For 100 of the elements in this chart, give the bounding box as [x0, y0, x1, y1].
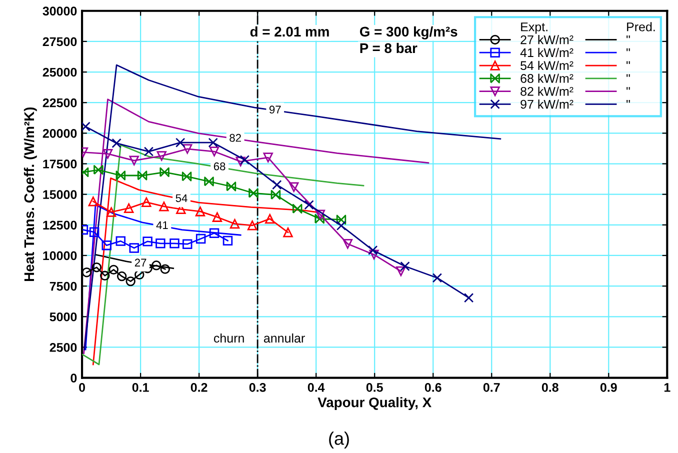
- point: [240, 154, 250, 165]
- point: [170, 238, 180, 248]
- point: [116, 170, 126, 180]
- text: Expt.: [521, 22, 548, 34]
- point: [182, 144, 192, 154]
- y-tick-label: 17500: [43, 160, 77, 168]
- x-tick-label: 0.1: [132, 382, 149, 392]
- y-tick-label: 20000: [42, 128, 77, 138]
- point: [182, 239, 192, 249]
- annotation: churn: [214, 333, 244, 343]
- point: [100, 270, 110, 281]
- x-tick-label: 0.2: [190, 382, 208, 392]
- x-tick-label: 0.4: [308, 382, 325, 392]
- text: (a): [329, 432, 349, 448]
- x-tick-label: 0.6: [424, 382, 442, 392]
- y-tick-label: 0: [70, 374, 77, 382]
- point: [156, 151, 166, 161]
- annotation: 41: [156, 221, 168, 230]
- point: [159, 202, 169, 212]
- point: [137, 170, 148, 180]
- point: [369, 250, 379, 260]
- y-tick-label: 27500: [42, 37, 77, 46]
- legend-label: ": [626, 35, 630, 38]
- point: [204, 176, 214, 186]
- point: [106, 207, 116, 217]
- y-tick-label: 12500: [43, 220, 77, 230]
- point: [222, 236, 233, 246]
- point: [126, 276, 136, 286]
- point: [108, 264, 118, 275]
- point: [283, 228, 293, 238]
- point: [142, 197, 152, 208]
- point: [464, 292, 474, 303]
- point: [230, 218, 240, 229]
- point: [209, 146, 220, 156]
- point: [116, 271, 127, 282]
- point: [160, 167, 170, 178]
- point: [102, 148, 113, 159]
- y-tick-label: 5000: [50, 312, 77, 322]
- x-tick-label: 0.5: [366, 382, 383, 392]
- point: [226, 182, 236, 192]
- point: [212, 212, 222, 222]
- point: [92, 262, 102, 272]
- y-tick-label: 22500: [42, 98, 77, 108]
- x-tick-label: 0: [79, 382, 85, 392]
- point: [196, 234, 206, 244]
- x-tick-label: 0.3: [249, 382, 266, 392]
- point: [368, 245, 378, 256]
- legend-label: 41 kW/m²: [520, 48, 574, 58]
- point: [247, 220, 258, 230]
- point: [156, 238, 166, 248]
- x-tick-label: 1: [664, 383, 670, 392]
- annotation: 68: [214, 162, 226, 170]
- point: [236, 156, 246, 166]
- point: [88, 196, 98, 206]
- point: [265, 214, 275, 224]
- point: [195, 206, 206, 216]
- point: [272, 180, 282, 190]
- line-series: [82, 144, 364, 366]
- legend-label: ": [626, 48, 630, 52]
- annotation: G = 300 kg/m²s: [360, 26, 458, 40]
- legend-label: ": [626, 61, 630, 64]
- y-tick-label: 2500: [50, 343, 77, 352]
- point: [102, 240, 112, 250]
- point: [270, 190, 281, 200]
- text: Pred.: [627, 22, 655, 32]
- point: [124, 203, 134, 214]
- point: [342, 239, 353, 249]
- x-tick-label: 0.8: [542, 382, 558, 392]
- point: [116, 236, 126, 246]
- annotation: P = 8 bar: [360, 42, 418, 54]
- legend-label: 27 kW/m²: [520, 35, 574, 44]
- point: [144, 146, 154, 156]
- point: [288, 182, 299, 192]
- point: [209, 228, 220, 238]
- legend-label: 82 kW/m²: [520, 86, 574, 96]
- point: [248, 188, 258, 198]
- annotation: annular: [264, 333, 305, 343]
- point: [151, 260, 162, 270]
- y-tick-label: 15000: [43, 190, 77, 199]
- point: [89, 227, 100, 237]
- point: [432, 273, 442, 283]
- annotation: 54: [176, 194, 188, 202]
- annotation: 82: [230, 134, 241, 142]
- legend-label: ": [626, 87, 630, 90]
- point: [82, 268, 92, 278]
- line-series: [83, 98, 430, 354]
- point: [182, 172, 192, 182]
- point: [336, 214, 346, 225]
- point: [142, 236, 152, 246]
- point: [263, 152, 273, 162]
- point: [304, 200, 314, 210]
- line-series: [84, 64, 502, 350]
- point: [175, 138, 186, 148]
- legend-label: 68 kW/m²: [520, 74, 574, 83]
- point: [396, 266, 406, 276]
- x-tick-label: 0.7: [483, 382, 500, 392]
- point: [129, 243, 139, 253]
- legend-label: 54 kW/m²: [520, 60, 574, 70]
- point: [208, 138, 218, 148]
- legend-label: 97 kW/m²: [520, 100, 574, 109]
